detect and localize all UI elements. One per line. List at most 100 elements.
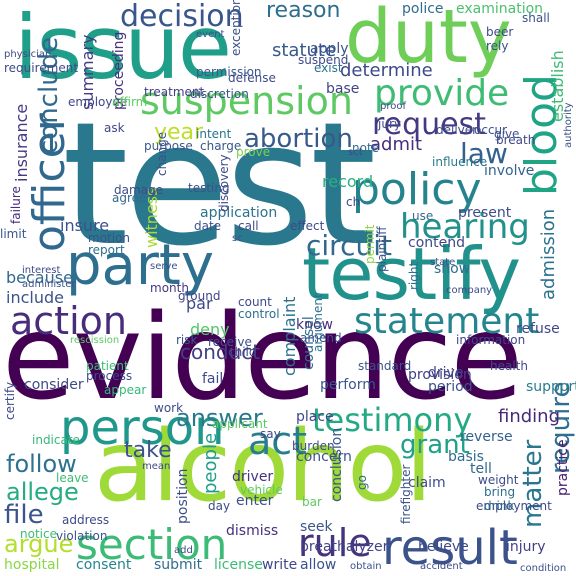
word-show: show	[434, 261, 471, 277]
word-include: include	[6, 288, 64, 307]
word-add: add	[174, 545, 193, 556]
word-issue: issue	[14, 0, 232, 99]
word-discretion: discretion	[190, 87, 249, 101]
word-risk: risk	[176, 333, 198, 347]
word-period: period	[428, 379, 473, 395]
word-admit: admit	[370, 134, 423, 155]
word-apply: apply	[310, 41, 349, 57]
word-permit: permit	[363, 224, 377, 264]
word-shall: shall	[522, 11, 550, 25]
word-vehicle: vehicle	[240, 483, 283, 497]
word-process: process	[86, 369, 133, 383]
word-control: control	[238, 307, 280, 321]
word-effect: effect	[290, 219, 325, 233]
word-month: month	[150, 281, 189, 295]
word-child: child	[228, 345, 257, 359]
word-act: act	[248, 419, 308, 463]
word-complaint: complaint	[280, 296, 299, 376]
word-serve: serve	[150, 261, 178, 272]
word-proof: proof	[380, 101, 406, 112]
word-deliver: deliver	[436, 123, 478, 137]
word-breathalyzer: breathalyzer	[300, 539, 389, 555]
word-insurance: insurance	[12, 103, 31, 182]
word-year: year	[154, 120, 204, 145]
word-sc: sc	[232, 233, 243, 244]
word-law: law	[460, 137, 508, 170]
word-use: use	[412, 209, 434, 223]
word-argument: argument	[311, 293, 325, 352]
word-jury: jury	[378, 117, 401, 131]
word-appear: appear	[104, 383, 147, 397]
word-grant: grant	[400, 430, 470, 460]
word-limit: limit	[0, 227, 27, 241]
word-insure: insure	[60, 216, 110, 235]
word-tell: tell	[470, 461, 492, 477]
word-applicant: applicant	[212, 417, 268, 431]
word-suspension: suspension	[140, 79, 353, 123]
word-ground: ground	[178, 289, 221, 303]
word-par: par	[186, 294, 213, 313]
word-rule: rule	[298, 521, 372, 565]
word-write: write	[262, 557, 298, 573]
word-perform: perform	[320, 377, 376, 393]
word-requirement: requirement	[4, 61, 79, 75]
word-suspend: suspend	[298, 53, 349, 67]
word-consent: consent	[76, 557, 132, 573]
word-involve: involve	[484, 163, 535, 179]
word-support: support	[526, 379, 576, 395]
word-take: take	[124, 438, 172, 463]
word-follow: follow	[6, 450, 77, 478]
word-license: license	[214, 557, 263, 573]
word-police: police	[402, 1, 444, 17]
word-result: result	[382, 520, 518, 576]
word-allege: allege	[6, 478, 79, 506]
word-bar: bar	[302, 495, 322, 509]
word-present: present	[458, 205, 512, 221]
word-place: place	[296, 409, 334, 425]
word-ask: ask	[104, 121, 125, 135]
word-policy: policy	[352, 164, 482, 215]
word-concern: concern	[296, 449, 352, 465]
word-permission: permission	[196, 65, 262, 79]
word-occur: occur	[474, 123, 508, 137]
word-bring: bring	[484, 485, 516, 499]
word-injury: injury	[506, 539, 546, 555]
word-believe: believe	[418, 539, 469, 555]
word-testing: testing	[188, 181, 230, 195]
word-allow: allow	[300, 557, 337, 573]
word-consider: consider	[24, 377, 84, 393]
word-examination: examination	[456, 1, 544, 17]
word-rely: rely	[486, 39, 509, 53]
word-section: section	[76, 520, 228, 569]
word-statute: statute	[272, 40, 337, 61]
word-exception: exception	[229, 0, 243, 56]
word-deny: deny	[190, 320, 230, 339]
word-defense: defense	[228, 71, 276, 85]
word-patient: patient	[86, 359, 129, 373]
word-burden: burden	[292, 439, 335, 453]
word-person: person	[60, 400, 225, 456]
word-call: call	[238, 219, 259, 233]
word-receive: receive	[208, 335, 252, 349]
word-party: party	[66, 233, 214, 298]
word-state: state	[430, 257, 456, 268]
word-mean: mean	[142, 461, 171, 472]
word-obtain: obtain	[350, 561, 382, 572]
word-hearing: hearing	[400, 207, 530, 247]
word-influence: influence	[432, 155, 488, 169]
word-practice: practice	[555, 439, 571, 496]
word-authority: authority	[563, 102, 574, 148]
word-intent: intent	[196, 127, 232, 141]
word-health: health	[490, 359, 528, 373]
word-purpose: purpose	[144, 139, 193, 153]
word-employment: employment	[476, 499, 552, 513]
word-address: address	[62, 513, 110, 527]
word-go: go	[355, 475, 369, 490]
word-certify: certify	[3, 381, 17, 420]
word-refuse: refuse	[516, 321, 560, 337]
word-people: people	[200, 432, 221, 494]
word-sct: sct	[348, 147, 363, 158]
word-say: say	[260, 427, 281, 441]
word-information: information	[456, 333, 526, 347]
